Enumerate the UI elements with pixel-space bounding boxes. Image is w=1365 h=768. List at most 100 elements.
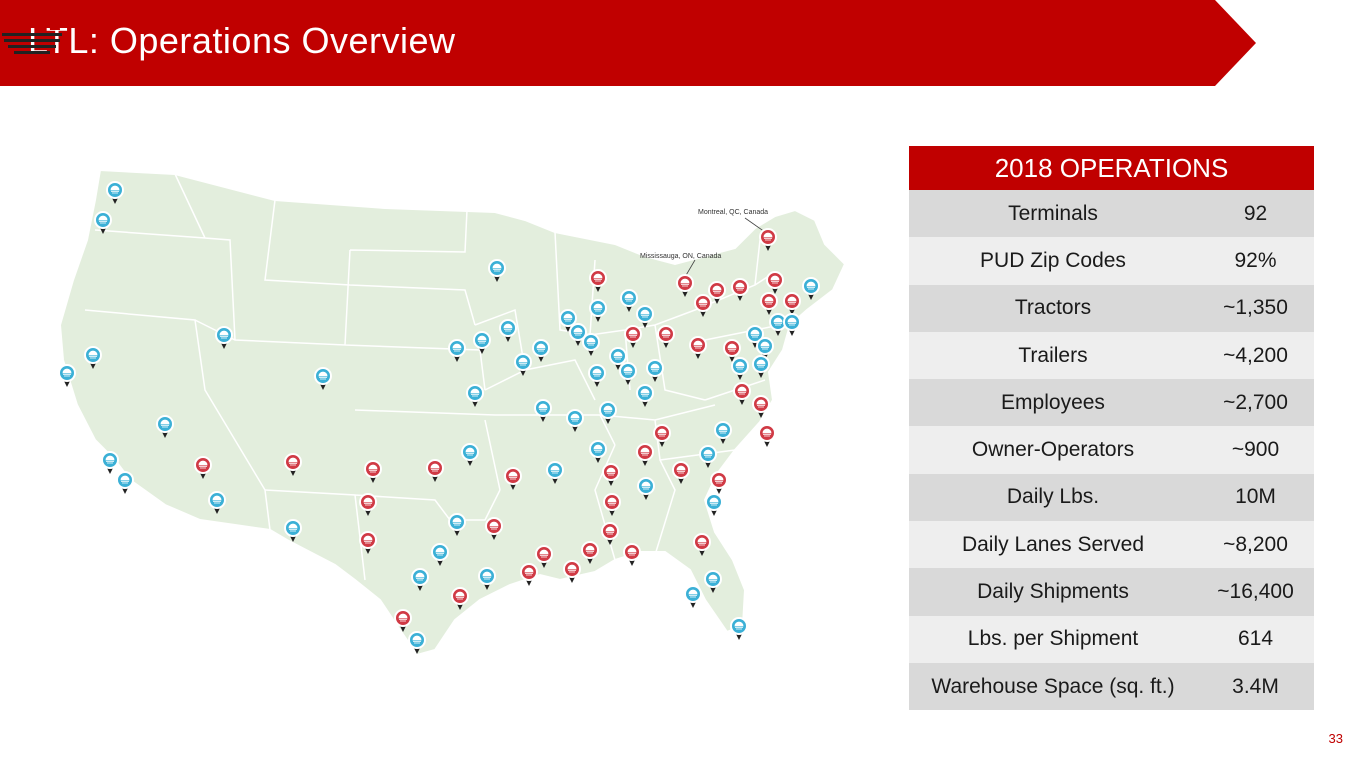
terminal-marker-blue	[499, 319, 517, 342]
company-logo	[2, 0, 62, 54]
operations-row: Owner-Operators ~900	[909, 426, 1314, 474]
terminal-marker-red	[520, 563, 538, 586]
terminal-marker-red	[284, 453, 302, 476]
operations-row: Tractors ~1,350	[909, 284, 1314, 332]
terminal-marker-red	[194, 456, 212, 479]
terminal-marker-blue	[431, 543, 449, 566]
operations-row: Warehouse Space (sq. ft.) 3.4M	[909, 662, 1314, 711]
terminal-marker-red	[689, 336, 707, 359]
terminal-marker-red	[653, 424, 671, 447]
operations-row-value: ~8,200	[1223, 532, 1288, 556]
terminal-marker-red	[708, 281, 726, 304]
terminal-marker-blue	[636, 305, 654, 328]
terminal-marker-blue	[208, 491, 226, 514]
terminal-marker-blue	[637, 477, 655, 500]
terminal-marker-red	[752, 395, 770, 418]
operations-row-value: ~900	[1231, 438, 1280, 462]
terminal-marker-red	[624, 325, 642, 348]
us-terminal-map	[58, 168, 847, 657]
terminal-marker-blue	[609, 347, 627, 370]
terminal-marker-blue	[514, 353, 532, 376]
terminal-marker-red	[426, 459, 444, 482]
terminal-marker-blue	[705, 493, 723, 516]
terminal-marker-red	[563, 560, 581, 583]
terminal-marker-red	[364, 460, 382, 483]
operations-row: Daily Shipments ~16,400	[909, 568, 1314, 616]
terminal-marker-blue	[448, 339, 466, 362]
page-number: 33	[1328, 731, 1343, 746]
terminal-marker-blue	[569, 323, 587, 346]
operations-row: PUD Zip Codes 92%	[909, 237, 1314, 285]
terminal-marker-red	[601, 522, 619, 545]
terminal-marker-blue	[546, 461, 564, 484]
terminal-marker-blue	[730, 617, 748, 640]
operations-row-value: 10M	[1235, 485, 1276, 509]
terminal-marker-blue	[704, 570, 722, 593]
mississauga-label: Mississauga, ON, Canada	[640, 253, 722, 260]
terminal-marker-red	[394, 609, 412, 632]
terminal-marker-red	[693, 533, 711, 556]
operations-row-value: ~1,350	[1223, 296, 1288, 320]
terminal-marker-red	[636, 443, 654, 466]
header-banner: LTL: Operations Overview	[0, 0, 1365, 86]
terminal-marker-blue	[684, 585, 702, 608]
terminal-marker-red	[731, 278, 749, 301]
terminal-marker-blue	[769, 313, 787, 336]
terminal-marker-blue	[636, 384, 654, 407]
operations-row-value: 92	[1243, 201, 1268, 225]
terminal-marker-red	[589, 269, 607, 292]
terminal-marker-blue	[566, 409, 584, 432]
terminal-marker-red	[485, 517, 503, 540]
operations-row: Daily Lbs. 10M	[909, 473, 1314, 522]
terminal-marker-red	[359, 531, 377, 554]
terminal-marker-blue	[619, 362, 637, 385]
operations-row-label: Employees	[1001, 390, 1105, 414]
operations-row-value: 614	[1237, 627, 1274, 651]
terminal-marker-blue	[534, 399, 552, 422]
operations-row-label: Lbs. per Shipment	[967, 627, 1139, 651]
terminal-marker-blue	[699, 445, 717, 468]
terminal-marker-red	[672, 461, 690, 484]
terminal-marker-red	[723, 339, 741, 362]
terminal-marker-blue	[559, 309, 577, 332]
terminal-marker-blue	[473, 331, 491, 354]
terminal-marker-red	[657, 325, 675, 348]
terminal-marker-blue	[94, 211, 112, 234]
terminal-marker-red	[602, 463, 620, 486]
terminal-marker-red	[766, 271, 784, 294]
operations-row-label: Daily Lanes Served	[961, 532, 1145, 556]
terminal-marker-blue	[488, 259, 506, 282]
operations-row-label: Tractors	[1014, 296, 1092, 320]
operations-row: Lbs. per Shipment 614	[909, 615, 1314, 663]
terminal-marker-red	[733, 382, 751, 405]
terminal-marker-blue	[408, 631, 426, 654]
terminal-marker-red	[504, 467, 522, 490]
operations-row: Terminals 92	[909, 190, 1314, 238]
operations-row: Employees ~2,700	[909, 379, 1314, 427]
terminal-marker-blue	[599, 401, 617, 424]
terminal-marker-blue	[58, 364, 76, 387]
terminal-marker-red	[451, 587, 469, 610]
terminal-marker-red	[694, 294, 712, 317]
terminal-markers	[58, 181, 820, 654]
terminal-marker-blue	[314, 367, 332, 390]
terminal-marker-blue	[802, 277, 820, 300]
terminal-marker-blue	[461, 443, 479, 466]
terminal-marker-blue	[448, 513, 466, 536]
terminal-marker-red	[676, 274, 694, 297]
terminal-marker-blue	[84, 346, 102, 369]
terminal-marker-blue	[589, 440, 607, 463]
terminal-marker-blue	[106, 181, 124, 204]
operations-row: Trailers ~4,200	[909, 331, 1314, 380]
operations-row: Daily Lanes Served ~8,200	[909, 521, 1314, 569]
terminal-marker-blue	[589, 299, 607, 322]
terminal-marker-blue	[746, 325, 764, 348]
terminal-marker-blue	[284, 519, 302, 542]
terminal-marker-blue	[646, 359, 664, 382]
terminal-marker-red	[760, 292, 778, 315]
operations-table: 2018 OPERATIONS Terminals 92 PUD Zip Codes…	[909, 146, 1314, 711]
montreal-label: Montreal, QC, Canada	[698, 209, 769, 216]
page-title: LTL: Operations Overview	[28, 20, 456, 61]
terminal-marker-red	[535, 545, 553, 568]
terminal-marker-red	[581, 541, 599, 564]
